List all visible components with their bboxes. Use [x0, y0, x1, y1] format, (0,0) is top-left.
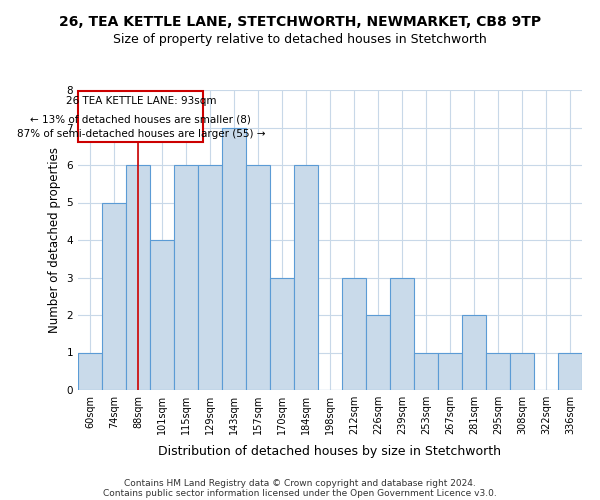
- Bar: [150, 240, 174, 390]
- Bar: [246, 165, 270, 390]
- Bar: [222, 128, 246, 390]
- Bar: [366, 315, 390, 390]
- Bar: [198, 165, 222, 390]
- Bar: [486, 352, 510, 390]
- Text: Contains public sector information licensed under the Open Government Licence v3: Contains public sector information licen…: [103, 488, 497, 498]
- Bar: [174, 165, 198, 390]
- Text: Size of property relative to detached houses in Stetchworth: Size of property relative to detached ho…: [113, 32, 487, 46]
- Bar: [78, 352, 102, 390]
- Y-axis label: Number of detached properties: Number of detached properties: [48, 147, 61, 333]
- Bar: [558, 352, 582, 390]
- Bar: [294, 165, 318, 390]
- Bar: [390, 278, 414, 390]
- Bar: [438, 352, 462, 390]
- Bar: [462, 315, 486, 390]
- Bar: [342, 278, 366, 390]
- Text: 87% of semi-detached houses are larger (55) →: 87% of semi-detached houses are larger (…: [17, 129, 265, 139]
- Text: 26 TEA KETTLE LANE: 93sqm: 26 TEA KETTLE LANE: 93sqm: [65, 96, 216, 106]
- Bar: [126, 165, 150, 390]
- Bar: [79, 91, 203, 142]
- Text: 26, TEA KETTLE LANE, STETCHWORTH, NEWMARKET, CB8 9TP: 26, TEA KETTLE LANE, STETCHWORTH, NEWMAR…: [59, 15, 541, 29]
- Bar: [270, 278, 294, 390]
- Text: Contains HM Land Registry data © Crown copyright and database right 2024.: Contains HM Land Registry data © Crown c…: [124, 478, 476, 488]
- Bar: [510, 352, 534, 390]
- Bar: [414, 352, 438, 390]
- Bar: [102, 202, 126, 390]
- Text: ← 13% of detached houses are smaller (8): ← 13% of detached houses are smaller (8): [31, 114, 251, 124]
- X-axis label: Distribution of detached houses by size in Stetchworth: Distribution of detached houses by size …: [158, 446, 502, 458]
